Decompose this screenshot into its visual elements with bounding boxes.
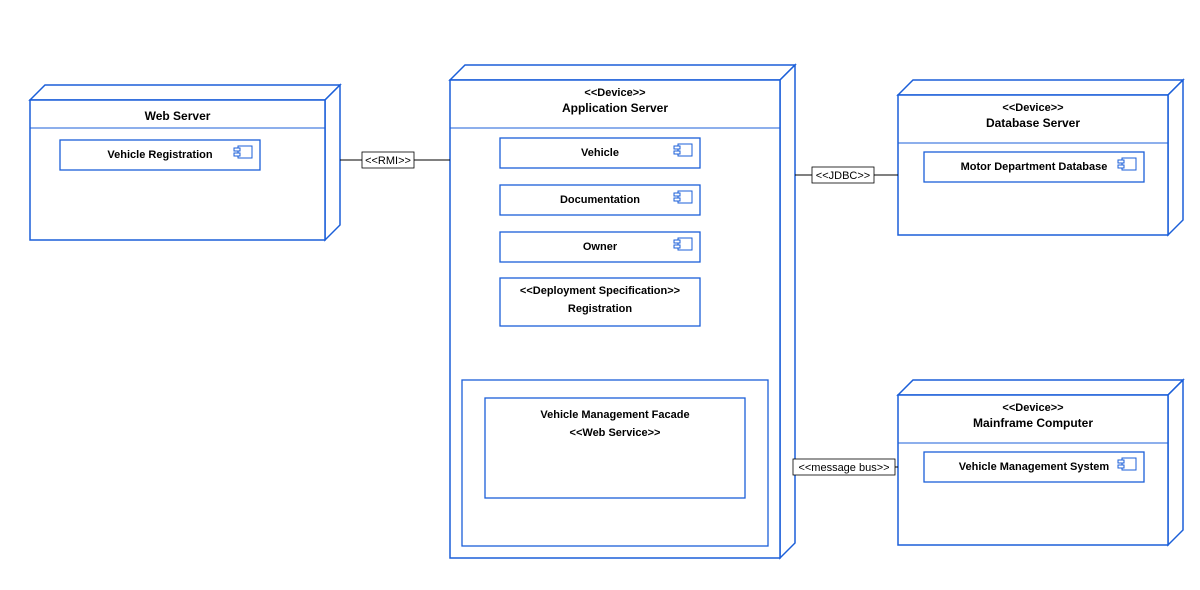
component-vehicle_reg: Vehicle Registration [60,140,260,170]
component-vehicle: Vehicle [500,138,700,168]
svg-text:Registration: Registration [568,303,632,315]
svg-text:Application Server: Application Server [562,101,668,115]
component-doc: Documentation [500,185,700,215]
svg-text:Motor Department Database: Motor Department Database [961,161,1108,173]
svg-text:Documentation: Documentation [560,194,640,206]
svg-text:<<Web Service>>: <<Web Service>> [570,427,661,439]
svg-text:<<Device>>: <<Device>> [1002,102,1063,114]
component-reg_ds: <<Deployment Specification>> Registration [500,278,700,326]
component-vmf: Vehicle Management Facade <<Web Service>> [485,398,745,498]
edge-web_server-app_server: <<RMI>> [340,152,450,168]
svg-text:Vehicle Management Facade: Vehicle Management Facade [540,409,689,421]
node-app_server: <<Device>> Application Server Vehicle Docum… [450,65,795,558]
svg-text:<<Device>>: <<Device>> [1002,402,1063,414]
component-motor_db: Motor Department Database [924,152,1144,182]
node-db_server: <<Device>> Database Server Motor Departmen… [898,80,1183,235]
svg-text:<<Deployment Specification>>: <<Deployment Specification>> [520,285,680,297]
node-mainframe: <<Device>> Mainframe Computer Vehicle Mana… [898,380,1183,545]
svg-text:Database Server: Database Server [986,116,1080,130]
svg-text:<<RMI>>: <<RMI>> [365,155,411,167]
svg-text:<<JDBC>>: <<JDBC>> [816,170,870,182]
component-vms: Vehicle Management System [924,452,1144,482]
svg-text:Owner: Owner [583,241,618,253]
edge-app_server-db_server: <<JDBC>> [795,167,898,183]
svg-text:Web Server: Web Server [145,109,211,123]
svg-text:Vehicle: Vehicle [581,147,619,159]
deployment-diagram: Web ServerVehicle Registration<<Device>>… [0,0,1200,590]
edge-app_server-mainframe: <<message bus>> [793,459,898,475]
component-owner: Owner [500,232,700,262]
svg-text:Vehicle Registration: Vehicle Registration [107,149,212,161]
node-web_server: Web Server Vehicle Registration [30,85,340,240]
svg-text:Mainframe Computer: Mainframe Computer [973,416,1093,430]
svg-text:<<message bus>>: <<message bus>> [798,462,889,474]
svg-text:Vehicle Management System: Vehicle Management System [959,461,1110,473]
svg-text:<<Device>>: <<Device>> [584,87,645,99]
